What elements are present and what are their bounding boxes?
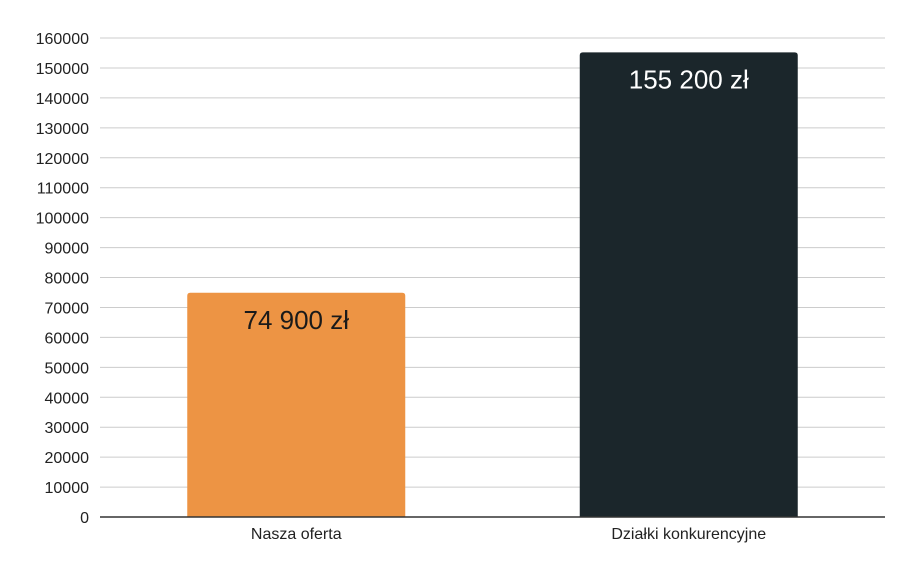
y-tick-label: 90000 [45,241,90,258]
category-label-1: Nasza oferta [251,526,342,543]
category-labels: Nasza oferta Działki konkurencyjne [251,526,766,543]
y-tick-label: 130000 [36,121,89,138]
bar-1 [187,292,406,517]
y-tick-label: 110000 [37,181,89,198]
data-labels: 74 900 zł 155 200 zł [243,64,748,334]
bar-2 [579,52,798,518]
y-tick-label: 0 [80,510,89,527]
y-tick-label: 80000 [45,271,90,288]
bars [187,52,798,518]
y-tick-label: 60000 [45,330,90,347]
y-tick-label: 70000 [45,300,90,317]
y-tick-label: 120000 [36,151,89,168]
y-tick-label: 20000 [45,450,90,467]
data-label-1: 74 900 zł [243,305,349,335]
y-tick-label: 160000 [36,31,89,48]
y-tick-label: 50000 [45,360,90,377]
category-label-2: Działki konkurencyjne [611,526,766,543]
data-label-2: 155 200 zł [629,64,749,94]
y-tick-label: 100000 [36,211,89,228]
y-tick-label: 10000 [45,480,90,497]
y-tick-label: 40000 [45,390,90,407]
y-tick-label: 150000 [36,61,89,78]
y-tick-label: 30000 [45,420,90,437]
y-axis-tick-labels: 0 10000 20000 30000 40000 50000 60000 70000 8000… [36,31,89,527]
y-tick-label: 140000 [36,91,89,108]
